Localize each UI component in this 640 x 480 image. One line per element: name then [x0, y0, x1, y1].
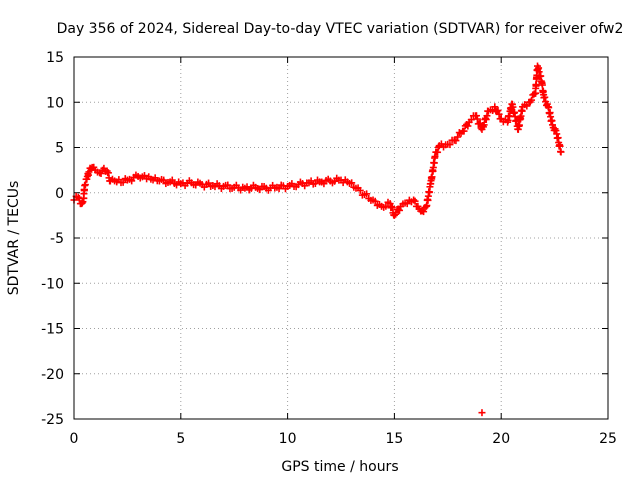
data-point — [467, 116, 475, 124]
y-tick-label: -25 — [41, 412, 64, 428]
axis-ticks: 0 5 10 15 20 25 -25 -20 -15 -10 -5 0 5 10 15 — [41, 50, 617, 447]
data-point — [541, 93, 549, 101]
data-point — [454, 133, 462, 141]
data-point — [473, 115, 481, 123]
y-tick-label: -20 — [41, 367, 64, 383]
y-tick-label: -5 — [50, 231, 64, 247]
data-point — [371, 197, 379, 205]
data-point — [275, 185, 283, 193]
data-point — [392, 210, 400, 218]
data-points — [70, 62, 565, 417]
data-point — [528, 96, 536, 104]
data-point — [411, 197, 419, 205]
plot-frame — [73, 56, 609, 420]
data-point — [460, 127, 468, 135]
data-point — [464, 122, 472, 130]
data-point — [452, 137, 460, 145]
grid — [74, 57, 608, 419]
y-tick-label: -10 — [41, 276, 64, 292]
data-point — [74, 193, 82, 201]
data-point — [434, 148, 442, 156]
data-point — [356, 186, 364, 194]
x-axis-label: GPS time / hours — [281, 459, 398, 475]
x-tick-label: 25 — [599, 431, 617, 447]
data-point — [472, 112, 480, 120]
x-tick-label: 15 — [385, 431, 403, 447]
y-tick-label: 5 — [55, 141, 64, 157]
y-tick-label: 10 — [46, 95, 64, 111]
x-tick-label: 5 — [176, 431, 185, 447]
data-point — [557, 148, 565, 156]
data-point — [128, 177, 136, 185]
chart-title: Day 356 of 2024, Sidereal Day-to-day VTE… — [57, 21, 624, 37]
data-point — [431, 153, 439, 161]
data-point — [363, 190, 371, 198]
y-tick-label: 0 — [55, 186, 64, 202]
data-point — [478, 409, 486, 417]
data-point — [495, 110, 503, 118]
data-point — [494, 106, 502, 114]
data-point — [348, 179, 356, 187]
data-point — [446, 141, 454, 149]
data-point — [119, 178, 127, 186]
x-tick-label: 10 — [279, 431, 297, 447]
data-point — [410, 196, 418, 204]
data-point — [523, 102, 531, 110]
data-point — [396, 206, 404, 214]
y-tick-label: 15 — [46, 50, 64, 66]
data-point — [552, 127, 560, 135]
data-point — [491, 103, 499, 111]
x-tick-label: 0 — [70, 431, 79, 447]
data-point — [224, 181, 232, 189]
y-axis-label: SDTVAR / TECUs — [6, 181, 22, 296]
data-point — [420, 208, 428, 216]
data-point — [97, 169, 105, 177]
data-point — [390, 211, 398, 219]
y-tick-label: -15 — [41, 322, 64, 338]
x-tick-label: 20 — [492, 431, 510, 447]
